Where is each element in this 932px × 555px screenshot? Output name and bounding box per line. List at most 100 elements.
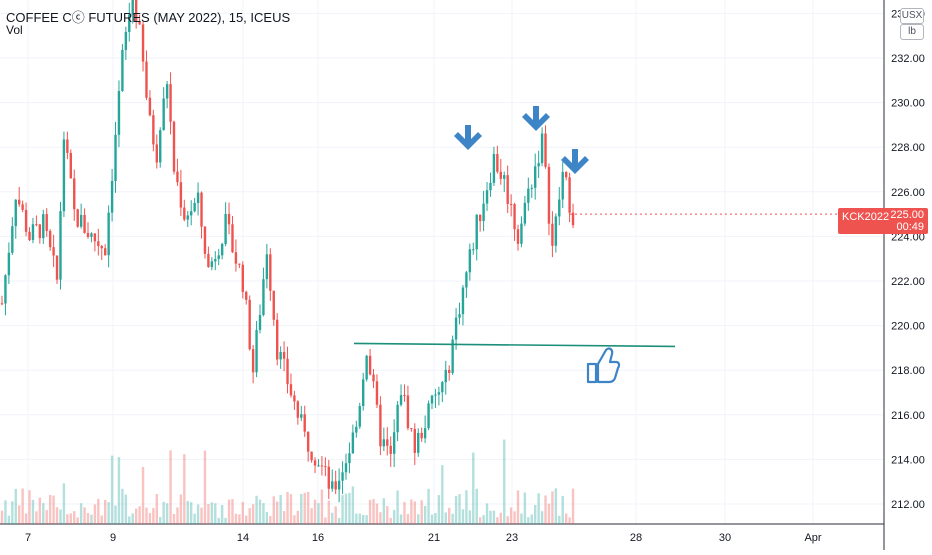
candle-body <box>100 245 103 249</box>
candle-body <box>4 275 7 304</box>
volume-bar <box>448 507 451 524</box>
annotation-arrow-1[interactable] <box>454 125 482 150</box>
candle-body <box>203 226 207 254</box>
candle-body <box>248 299 251 350</box>
volume-bar <box>372 499 375 524</box>
candle-body <box>124 31 128 50</box>
price-badge-value: 225.00 <box>890 209 924 221</box>
candle-body <box>276 319 279 360</box>
candle-body <box>107 212 110 256</box>
candle-body <box>18 199 21 205</box>
candle-body <box>434 394 437 396</box>
down-arrow-icon <box>522 106 550 131</box>
volume-bar <box>224 517 227 524</box>
candle-body <box>234 252 238 264</box>
volume-bar <box>310 508 313 524</box>
volume-bar <box>496 517 499 524</box>
volume-bar <box>93 504 97 524</box>
candle-body <box>69 152 72 179</box>
volume-bar <box>571 488 575 524</box>
volume-bar <box>28 490 31 524</box>
candle-body <box>472 249 475 251</box>
volume-bar <box>547 503 551 524</box>
volume-bar <box>59 509 62 524</box>
candle-body <box>52 247 55 256</box>
volume-bar <box>231 499 234 524</box>
volume-bar <box>478 517 482 524</box>
candle-body <box>186 215 189 220</box>
candle-body <box>310 451 313 461</box>
volume-bar <box>423 505 427 524</box>
candle-body <box>389 445 392 454</box>
candle-body <box>568 177 571 213</box>
volume-bar <box>417 514 420 524</box>
volume-bar <box>392 510 396 524</box>
volume-bar <box>131 513 134 524</box>
thumbs-up-annotation[interactable] <box>586 347 621 384</box>
candle-body <box>35 224 38 226</box>
candle-body <box>485 190 489 204</box>
candle-body <box>128 14 131 32</box>
price-unit-button[interactable]: lb <box>900 24 924 40</box>
volume-bar <box>396 490 399 524</box>
candle-body <box>430 395 434 404</box>
candle-body <box>11 226 14 253</box>
candle-body <box>286 358 289 385</box>
candle-body <box>193 203 196 212</box>
volume-bar <box>564 513 568 524</box>
candle-body <box>534 166 537 188</box>
candle-body <box>348 453 351 464</box>
volume-bar <box>258 499 262 524</box>
candle-body <box>571 212 575 226</box>
volume-bar <box>207 504 210 524</box>
candle-body <box>200 192 203 227</box>
annotation-arrow-3[interactable] <box>561 149 589 174</box>
annotation-arrow-2[interactable] <box>522 106 550 131</box>
volume-bar <box>413 501 416 524</box>
candle-body <box>73 178 76 210</box>
candle-body <box>561 172 564 200</box>
volume-bar <box>362 514 365 524</box>
volume-bar <box>324 517 327 524</box>
candle-body <box>317 465 320 467</box>
candle-body <box>207 253 210 268</box>
candle-body <box>324 466 327 468</box>
candle-body <box>509 203 513 205</box>
candle-body <box>365 355 368 380</box>
candle-body <box>499 171 502 179</box>
candle-body <box>368 355 372 375</box>
candle-body <box>134 0 138 22</box>
candle-body <box>564 172 568 178</box>
volume-bar <box>492 510 496 524</box>
volume-bar <box>86 513 90 524</box>
x-tick-label: 7 <box>25 532 31 544</box>
y-tick-label: 228.00 <box>891 142 925 154</box>
volume-bar <box>351 486 355 524</box>
candle-body <box>21 204 24 210</box>
volume-bar <box>420 500 423 524</box>
candle-body <box>492 154 496 183</box>
candle-body <box>503 175 506 179</box>
support-trend-line[interactable] <box>353 342 676 348</box>
volume-bar <box>11 501 14 524</box>
candle-body <box>93 233 97 242</box>
volume-bar <box>227 499 231 524</box>
volume-bar <box>503 439 506 524</box>
y-tick-label: 226.00 <box>891 187 925 199</box>
x-tick-label: 16 <box>312 532 324 544</box>
y-tick-label: 220.00 <box>891 321 925 333</box>
candle-body <box>159 130 162 163</box>
volume-bar <box>42 503 45 524</box>
candle-body <box>337 480 341 490</box>
candle-body <box>279 352 282 360</box>
volume-bar <box>279 495 282 524</box>
candle-body <box>523 202 527 224</box>
volume-bar <box>523 492 527 524</box>
volume-bar <box>434 512 437 524</box>
candle-body <box>289 384 293 396</box>
candle-body <box>265 254 269 280</box>
currency-unit-button[interactable]: USX <box>900 8 924 24</box>
candle-body <box>296 401 300 418</box>
